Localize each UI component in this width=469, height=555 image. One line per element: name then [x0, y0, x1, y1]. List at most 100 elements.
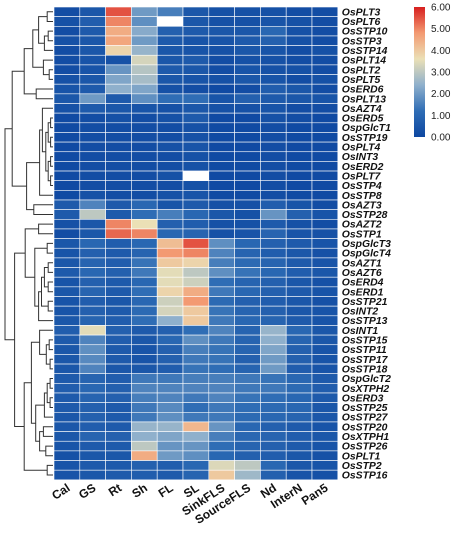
heatmap-cell: [285, 392, 313, 403]
heatmap-cell: [53, 296, 81, 307]
heatmap-cell: [311, 112, 339, 124]
heatmap-cell: [131, 141, 158, 153]
heatmap-cell: [208, 305, 235, 317]
heatmap-cell: [285, 373, 313, 384]
heatmap-cell: [285, 190, 313, 201]
heatmap-cell: [260, 151, 287, 162]
row-label: OsPLT1: [342, 451, 381, 462]
heatmap-cell: [182, 64, 210, 75]
heatmap-cell: [234, 247, 261, 259]
heatmap-cell: [311, 267, 339, 278]
heatmap-cell: [260, 325, 287, 336]
heatmap-cell: [208, 132, 235, 143]
row-label: OsSTP4: [342, 181, 382, 192]
heatmap-cell: [311, 16, 339, 27]
heatmap-cell: [53, 209, 81, 220]
heatmap-cell: [285, 141, 313, 153]
dendrogram-branch: [49, 378, 53, 389]
heatmap-cell: [53, 315, 81, 326]
heatmap-cell: [182, 247, 210, 259]
heatmap-cell: [105, 315, 132, 326]
heatmap-cell: [260, 460, 287, 471]
heatmap-cell: [156, 344, 184, 355]
heatmap-cell: [260, 64, 287, 75]
heatmap-cell: [131, 228, 158, 239]
heatmap-cell: [285, 247, 313, 259]
heatmap-cell: [79, 190, 106, 201]
heatmap-cell: [182, 402, 210, 413]
dendrogram-branch: [46, 11, 53, 22]
heatmap-cell: [234, 411, 261, 423]
heatmap-cell: [182, 411, 210, 423]
color-legend: 6.00 5.00 4.00 3.00 2.00 1.00 0.00: [414, 3, 451, 144]
heatmap-cell: [105, 45, 132, 56]
heatmap-cell: [311, 296, 339, 307]
heatmap-cell: [131, 247, 158, 259]
heatmap-cell: [79, 373, 106, 384]
heatmap-cell: [260, 122, 287, 133]
heatmap-cell: [260, 469, 287, 481]
row-labels: OsPLT3OsPLT6OsSTP10OsSTP3OsSTP14OsPLT14O…: [342, 7, 391, 481]
heatmap-cell: [156, 35, 184, 46]
heatmap-cell: [156, 132, 184, 143]
heatmap-cell: [182, 122, 210, 133]
heatmap-cell: [285, 440, 313, 452]
heatmap-cell: [131, 190, 158, 201]
heatmap-cell: [156, 431, 184, 442]
heatmap-cell: [105, 190, 132, 201]
dendrogram-branch: [50, 136, 53, 148]
heatmap-cell: [79, 305, 106, 317]
heatmap-cell: [105, 344, 132, 355]
heatmap-cell: [131, 103, 158, 114]
heatmap-cell: [79, 392, 106, 403]
heatmap-cell: [53, 219, 81, 230]
heatmap-cell: [311, 35, 339, 46]
heatmap-cell: [105, 64, 132, 75]
heatmap-cell: [79, 35, 106, 46]
heatmap-cell: [208, 209, 235, 220]
heatmap-cell: [105, 421, 132, 432]
heatmap-cell: [156, 286, 184, 297]
heatmap-cell: [105, 334, 132, 346]
heatmap-cell: [208, 325, 235, 336]
heatmap-cell: [234, 469, 261, 481]
heatmap-cell: [285, 209, 313, 220]
heatmap-cell: [79, 257, 106, 268]
row-label: OsAZT2: [342, 220, 382, 231]
heatmap-cell: [79, 180, 106, 191]
heatmap-cell: [131, 112, 158, 124]
row-label: OsPLT13: [342, 94, 386, 105]
heatmap-cell: [156, 141, 184, 153]
heatmap-cell: [208, 74, 235, 85]
heatmap-cell: [208, 431, 235, 442]
dendrogram-branch: [35, 88, 53, 100]
heatmap-cell: [79, 421, 106, 432]
legend-color-bar: [414, 7, 425, 137]
row-label: OsSTP10: [342, 27, 388, 38]
heatmap-cell: [182, 354, 210, 365]
dendrogram-branch: [50, 117, 53, 129]
heatmap-cell: [234, 180, 261, 191]
heatmap-cell: [311, 219, 339, 230]
heatmap-cell: [53, 286, 81, 297]
dendrogram-branch: [46, 464, 53, 476]
heatmap-cell: [105, 276, 132, 288]
heatmap-cell: [182, 392, 210, 403]
heatmap-cell: [182, 431, 210, 442]
heatmap-cell: [79, 228, 106, 239]
heatmap-cell: [156, 170, 184, 182]
heatmap-cell: [208, 411, 235, 423]
row-label: OsPLT4: [342, 143, 381, 154]
heatmap-cell: [156, 257, 184, 268]
heatmap-cell: [208, 469, 235, 481]
heatmap-cell: [234, 170, 261, 182]
heatmap-cell: [182, 45, 210, 56]
column-label: Cal: [49, 481, 72, 503]
heatmap-cell: [285, 122, 313, 133]
heatmap-cell: [182, 267, 210, 278]
heatmap-cell: [131, 54, 158, 66]
heatmap-cell: [285, 276, 313, 288]
heatmap-cell: [105, 247, 132, 259]
heatmap-cell: [260, 6, 287, 17]
